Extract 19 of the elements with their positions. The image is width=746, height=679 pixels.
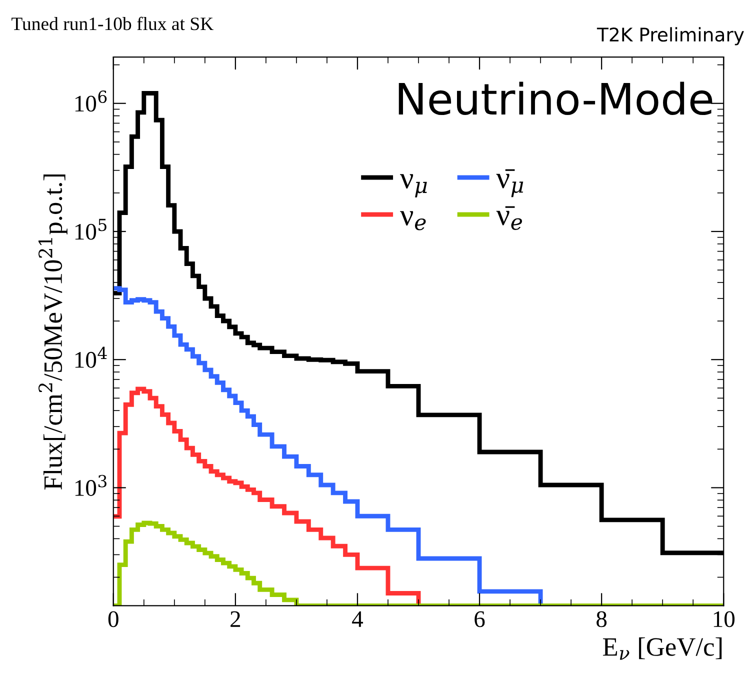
y-tick-label: 10$^{6}$ — [75, 90, 107, 112]
x-tick-label: 6 — [474, 611, 485, 628]
chart-title: Tuned run1-10b flux at SK — [12, 16, 214, 30]
y-tick-label: 10$^{5}$ — [75, 218, 106, 240]
x-tick-label: 2 — [230, 611, 240, 627]
legend-label: ν$_{e}$ — [400, 211, 426, 230]
annotation: Neutrino-Mode — [398, 82, 712, 116]
x-tick-label: 10 — [714, 611, 735, 628]
x-axis-title: E$_{ν}$ [GeV/c] — [602, 637, 722, 660]
legend-label: ν̄$_{μ}$ — [496, 169, 524, 198]
legend-label: ν$_{μ}$ — [400, 174, 427, 198]
legend-label: ν̄$_{e}$ — [496, 206, 522, 230]
chart-subtitle: T2K Preliminary — [596, 27, 744, 46]
y-axis-title: Flux[/cm$^{2}$/50MeV/10$^{21}$p.o.t.] — [38, 174, 68, 490]
x-tick-label: 0 — [108, 611, 118, 628]
y-tick-label: 10$^{3}$ — [75, 474, 106, 496]
y-tick-label: 10$^{4}$ — [75, 346, 107, 368]
x-tick-label: 4 — [352, 611, 364, 627]
x-tick-label: 8 — [596, 611, 607, 628]
